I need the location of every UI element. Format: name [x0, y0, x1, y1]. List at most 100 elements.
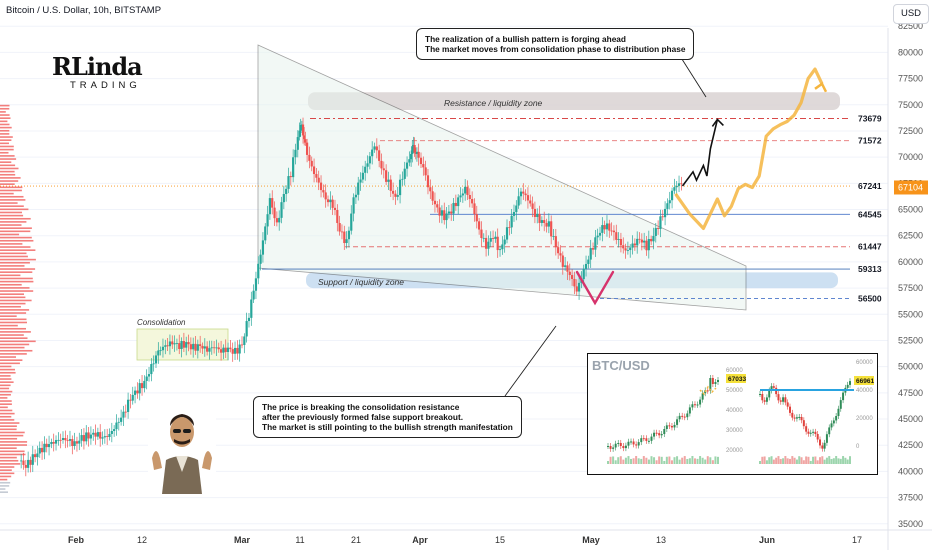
inset-candle-body [763, 400, 766, 402]
volume-profile-bar [0, 243, 23, 245]
volume-profile-bar [0, 265, 25, 267]
inset-volume-bar [846, 459, 849, 464]
inset-volume-bar [772, 459, 775, 464]
inset-volume-bar [828, 456, 831, 464]
candle-body [173, 343, 176, 345]
candle-body [194, 343, 197, 351]
candle-body [508, 227, 511, 229]
candle-body [299, 124, 302, 131]
volume-profile-bar [0, 475, 12, 478]
candle-body [559, 253, 562, 256]
candle-body [433, 200, 437, 205]
inset-candle-body [670, 425, 673, 428]
candle-body [654, 228, 657, 236]
time-tick-4: 21 [351, 535, 361, 545]
inset-volume-bar [632, 458, 635, 464]
candle-body [629, 247, 632, 251]
volume-profile-bar [0, 393, 11, 396]
candle-body [350, 213, 353, 231]
volume-profile-bar [0, 189, 22, 192]
candle-body [106, 436, 109, 438]
candle-body [531, 203, 534, 209]
inset-volume-bar [612, 456, 615, 464]
resistance-zone [308, 92, 840, 110]
candle-body [61, 438, 65, 440]
candle-body [333, 207, 337, 211]
inset-candle-body [782, 397, 785, 402]
volume-profile-bar [0, 277, 33, 280]
inset-volume-bar [704, 459, 707, 464]
inset-volume-bar [791, 456, 794, 464]
candle-body [577, 282, 581, 292]
price-tick-62500: 62500 [898, 231, 923, 241]
candle-body [338, 223, 341, 232]
inset-candle-body [683, 416, 686, 418]
candle-body [403, 168, 406, 179]
currency-button[interactable]: USD [893, 4, 929, 24]
inset-right-tick-2: 20000 [856, 416, 873, 422]
candle-body [199, 344, 202, 346]
inset-candle-body [612, 447, 615, 449]
inset-volume-bar [779, 458, 782, 464]
inset-candle-body [807, 431, 810, 434]
inset-candle-body [846, 384, 849, 388]
volume-profile-bar [0, 459, 19, 462]
volume-profile-bar [0, 491, 8, 493]
candle-body [396, 195, 399, 197]
inset-volume-bar [761, 456, 764, 464]
candle-body [643, 240, 646, 243]
candle-body [57, 439, 60, 441]
candle-body [413, 145, 416, 153]
candle-body [491, 238, 495, 239]
inset-candle-body [805, 426, 808, 432]
candle-body [252, 290, 255, 300]
candle-body [285, 188, 288, 194]
inset-volume-bar [789, 458, 791, 464]
candle-body [208, 348, 211, 352]
inset-volume-bar [678, 459, 681, 464]
candle-body [378, 150, 381, 161]
candle-body [247, 317, 251, 322]
candle-body [345, 239, 348, 244]
candle-body [185, 342, 188, 348]
candle-body [231, 349, 234, 354]
candle-body [215, 347, 218, 349]
inset-candle-body [665, 425, 668, 430]
volume-profile-bar [0, 208, 29, 211]
candle-body [43, 443, 46, 453]
inset-volume-bar [642, 456, 645, 464]
candle-body [436, 204, 439, 208]
inset-candle-body [784, 397, 787, 403]
candle-body [512, 212, 516, 216]
inset-volume-bar [823, 459, 826, 464]
bottom-callout-line-2: after the previously formed false suppor… [262, 412, 464, 422]
candle-body [622, 245, 625, 249]
inset-volume-bar [622, 459, 625, 464]
candle-body [301, 124, 305, 136]
volume-profile-bar [0, 164, 16, 167]
candle-body [452, 202, 455, 214]
volume-profile-bar [0, 126, 12, 129]
volume-profile-bar [0, 478, 8, 481]
inset-volume-bar [770, 456, 773, 464]
volume-profile-bar [0, 287, 30, 289]
inset-volume-bar [784, 456, 787, 464]
inset-volume-bar [640, 458, 643, 464]
price-tick-35000: 35000 [898, 519, 923, 529]
candle-body [31, 454, 34, 465]
candle-body [103, 436, 106, 438]
inset-volume-bar [637, 458, 640, 464]
inset-volume-bar [800, 457, 803, 464]
candle-body [126, 399, 130, 412]
candle-body [445, 213, 448, 221]
candle-body [254, 278, 258, 291]
candle-body [589, 248, 592, 260]
inset-candle-body [658, 433, 661, 436]
candle-body [87, 432, 90, 439]
volume-profile-bar [0, 359, 23, 361]
price-tick-57500: 57500 [898, 283, 923, 293]
volume-profile-bar [0, 214, 24, 217]
candle-body [547, 221, 550, 227]
inset-candle-body [802, 420, 805, 427]
candle-body [326, 199, 330, 203]
